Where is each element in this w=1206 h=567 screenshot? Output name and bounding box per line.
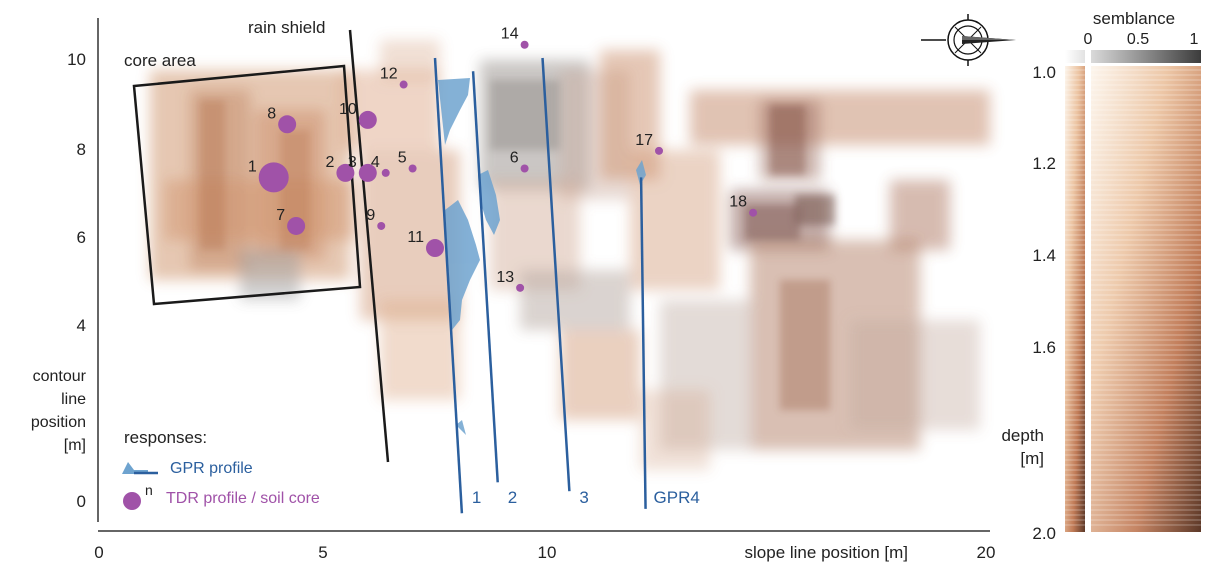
depth-tick-1-6: 1.6 [1032, 338, 1056, 357]
tdr-point-label-2: 2 [325, 154, 334, 171]
tdr-point-3 [358, 163, 377, 182]
depth-colorbar [1065, 66, 1201, 532]
tdr-point-5 [408, 164, 417, 173]
y-tick-6: 6 [77, 228, 86, 247]
rain-shield-label: rain shield [248, 18, 326, 37]
y-tick-8: 8 [77, 140, 86, 159]
tdr-point-14 [520, 40, 529, 49]
semblance-ticks: 0 0.5 1 [1084, 31, 1199, 48]
gpr-profile-line-2 [471, 71, 499, 483]
tdr-legend-label: TDR profile / soil core [166, 490, 320, 507]
gpr-responses [438, 78, 646, 435]
tdr-point-7 [287, 216, 306, 235]
tdr-point-label-14: 14 [501, 26, 519, 43]
x-axis-label: slope line position [m] [745, 543, 908, 562]
depth-label-line-2: [m] [1020, 449, 1044, 468]
tdr-point-label-11: 11 [407, 229, 424, 246]
x-tick-20: 20 [977, 543, 996, 562]
tdr-point-9 [377, 221, 386, 230]
tdr-legend-swatch [123, 492, 141, 510]
tdr-point-label-10: 10 [339, 101, 357, 118]
gpr-legend-swatch [122, 462, 148, 474]
rain-shield-line [348, 29, 390, 463]
tdr-point-label-18: 18 [729, 194, 747, 211]
semblance-tick-0: 0 [1084, 31, 1093, 48]
tdr-point-11 [426, 239, 444, 258]
tdr-point-18 [749, 208, 758, 217]
y-tick-0: 0 [77, 492, 86, 511]
gpr-profile-line-3 [541, 57, 571, 492]
tdr-point-label-5: 5 [398, 150, 407, 167]
gpr-profile-line-GPR4 [639, 177, 647, 509]
y-tick-4: 4 [77, 316, 86, 335]
tdr-point-label-13: 13 [496, 269, 514, 286]
semblance-label: semblance [1093, 9, 1175, 28]
tdr-point-10 [358, 110, 377, 129]
tdr-point-label-4: 4 [371, 154, 380, 171]
tdr-point-label-6: 6 [510, 150, 519, 167]
tdr-point-13 [516, 283, 525, 292]
y-label-line-1: contour [33, 368, 87, 385]
x-axis-ticks: 0 5 10 20 [94, 543, 995, 562]
axes [97, 18, 990, 532]
compass-rose-icon [921, 14, 1016, 66]
y-axis-label: contour line position [m] [31, 368, 87, 454]
depth-label-line-1: depth [1001, 426, 1044, 445]
tdr-point-8 [278, 115, 297, 134]
semblance-tick-0-5: 0.5 [1127, 31, 1149, 48]
x-tick-5: 5 [318, 543, 327, 562]
tdr-point-label-3: 3 [348, 154, 357, 171]
tdr-point-17 [655, 146, 663, 155]
gpr-profile-label-2: 2 [508, 488, 517, 507]
gpr-profile-label-GPR4: GPR4 [654, 488, 700, 507]
depth-tick-2-0: 2.0 [1032, 524, 1056, 543]
tdr-point-6 [520, 164, 529, 173]
legend: responses: GPR profile n TDR profile / s… [122, 428, 320, 510]
gpr-profile-line-1 [433, 57, 464, 514]
tdr-point-12 [399, 80, 408, 89]
gpr-profile-lines: 1 2 3 GPR4 [433, 57, 700, 514]
tdr-point-label-1: 1 [248, 158, 257, 175]
tdr-point-1 [258, 162, 289, 193]
semblance-tick-1: 1 [1190, 31, 1199, 48]
y-label-line-3: position [31, 414, 86, 431]
tdr-point-label-12: 12 [380, 66, 398, 83]
depth-label: depth [m] [1001, 426, 1044, 468]
y-label-line-2: line [61, 391, 86, 408]
gpr-legend-label: GPR profile [170, 460, 253, 477]
depth-tick-1-2: 1.2 [1032, 154, 1056, 173]
depth-ticks: 1.0 1.2 1.4 1.6 2.0 [1032, 63, 1056, 543]
y-tick-10: 10 [67, 50, 86, 69]
gpr-profile-label-1: 1 [472, 488, 481, 507]
core-area-outline [132, 64, 362, 306]
tdr-point-label-9: 9 [366, 207, 375, 224]
tdr-point-4 [381, 168, 390, 177]
tdr-point-label-7: 7 [276, 207, 285, 224]
core-area-label: core area [124, 51, 196, 70]
depth-tick-1-0: 1.0 [1032, 63, 1056, 82]
y-axis-ticks: 10 8 6 4 0 [67, 50, 86, 511]
gpr-profile-label-3: 3 [579, 488, 588, 507]
x-tick-10: 10 [538, 543, 557, 562]
tdr-point-label-8: 8 [267, 105, 276, 122]
depth-tick-1-4: 1.4 [1032, 246, 1056, 265]
y-label-line-4: [m] [64, 437, 86, 454]
x-tick-0: 0 [94, 543, 103, 562]
legend-title: responses: [124, 428, 207, 447]
tdr-point-label-17: 17 [635, 132, 653, 149]
semblance-colorbar [1065, 50, 1201, 532]
tdr-legend-superscript: n [145, 482, 153, 498]
tdr-point-2 [336, 163, 355, 182]
